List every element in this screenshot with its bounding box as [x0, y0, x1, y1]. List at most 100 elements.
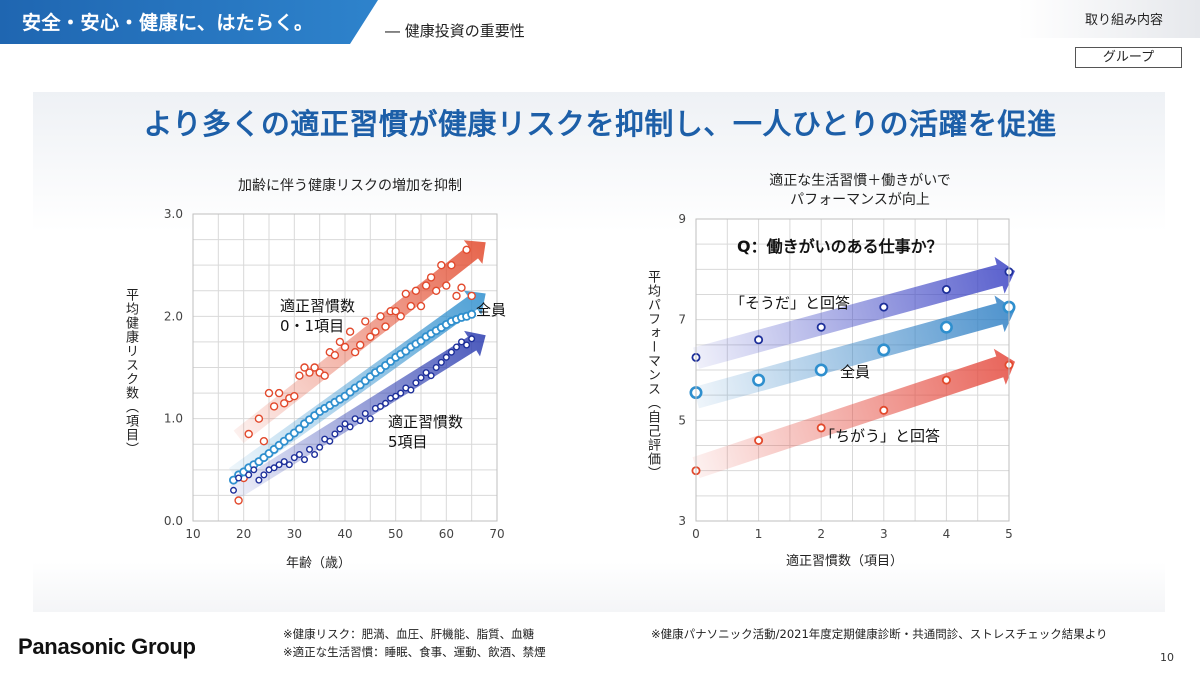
label-all-right: 全員: [840, 363, 871, 381]
left-chart-title: 加齢に伴う健康リスクの増加を抑制: [238, 178, 462, 194]
data-point-適正習慣数0・1項目: [254, 414, 264, 423]
data-point-全員: [752, 373, 766, 387]
data-point-適正習慣数5項目: [377, 402, 385, 410]
data-point-適正習慣数5項目: [311, 451, 319, 459]
data-point-適正習慣数5項目: [270, 464, 278, 472]
x-tick-label: 40: [337, 527, 352, 541]
right-chart: 0 1 2 3 4 5 3 5 7 9: [678, 212, 1016, 541]
data-point-適正習慣数5項目: [458, 338, 466, 346]
left-chart-xlabel: 年齢（歳）: [286, 556, 352, 571]
trend-arrow-全員: [693, 295, 1015, 409]
right-chart-xlabel: 適正習慣数（項目）: [786, 554, 904, 569]
y-tick-label: 9: [678, 212, 686, 226]
data-point-適正習慣数0・1項目: [356, 340, 365, 350]
x-tick-label: 30: [287, 527, 302, 541]
footnote-habits: ※適正な生活習慣：睡眠、食事、運動、飲酒、禁煙: [283, 645, 546, 659]
y-tick-label: 0.0: [164, 514, 183, 528]
data-point-適正習慣数0・1項目: [320, 371, 329, 380]
data-point-適正習慣数5項目: [417, 374, 425, 382]
data-point-適正習慣数0・1項目: [335, 337, 345, 347]
label-habits-0-1-line1: 適正習慣数: [280, 297, 356, 315]
data-point-適正習慣数5項目: [366, 415, 374, 423]
right-chart-ylabel: 平均パフォーマンス（自己評価）: [645, 270, 660, 480]
plot-frame: [695, 218, 1010, 522]
data-point-適正習慣数5項目: [306, 445, 314, 453]
data-point-適正習慣数0・1項目: [432, 286, 441, 295]
x-tick-label: 70: [489, 527, 504, 541]
data-point-適正習慣数5項目: [331, 430, 339, 438]
data-point-適正習慣数5項目: [397, 389, 405, 397]
data-point-適正習慣数0・1項目: [411, 286, 421, 295]
data-point-適正習慣数5項目: [453, 343, 461, 351]
footnote-source: ※健康パナソニック活動/2021年度定期健康診断・共通問診、ストレスチェック結果…: [651, 627, 1108, 641]
data-point-適正習慣数5項目: [301, 456, 309, 464]
data-point-適正習慣数5項目: [356, 417, 364, 425]
data-point-そうだと回答: [941, 284, 951, 294]
data-point-適正習慣数5項目: [437, 358, 445, 366]
data-point-全員: [939, 320, 953, 334]
data-point-適正習慣数0・1項目: [330, 351, 340, 360]
data-point-適正習慣数5項目: [336, 425, 344, 433]
y-tick-label: 2.0: [164, 309, 183, 323]
panasonic-group-logo: Panasonic Group: [18, 634, 196, 659]
x-tick-label: 1: [755, 527, 763, 541]
label-habits-5-line2: 5項目: [388, 433, 428, 451]
data-point-適正習慣数0・1項目: [376, 312, 385, 321]
plot-frame: [192, 213, 498, 522]
data-point-適正習慣数0・1項目: [442, 281, 451, 290]
header-corner-band: [1018, 0, 1200, 38]
data-point-適正習慣数5項目: [326, 437, 334, 445]
trend-arrow-ちがうと回答: [692, 348, 1015, 479]
data-point-適正習慣数5項目: [412, 379, 420, 387]
data-point-適正習慣数5項目: [463, 341, 471, 349]
left-chart-ylabel: 平均健康リスク数（項目）: [123, 288, 138, 456]
data-point-適正習慣数0・1項目: [366, 332, 375, 341]
data-point-適正習慣数0・1項目: [452, 291, 461, 301]
data-point-適正習慣数5項目: [275, 461, 283, 469]
data-point-適正習慣数0・1項目: [467, 291, 476, 301]
data-point-全員: [877, 343, 891, 357]
data-point-ちがうと回答: [941, 375, 951, 385]
data-point-適正習慣数0・1項目: [244, 429, 253, 439]
data-point-適正習慣数0・1項目: [310, 363, 319, 372]
data-point-適正習慣数5項目: [235, 474, 243, 482]
data-point-適正習慣数0・1項目: [234, 496, 243, 505]
data-point-適正習慣数5項目: [407, 386, 415, 394]
data-point-適正習慣数0・1項目: [416, 301, 426, 311]
y-tick-label: 3.0: [164, 207, 183, 221]
main-title: より多くの適正習慣が健康リスクを抑制し、一人ひとりの活躍を促進: [143, 107, 1057, 141]
data-point-適正習慣数0・1項目: [457, 283, 466, 292]
data-point-適正習慣数5項目: [250, 466, 258, 474]
data-point-適正習慣数0・1項目: [391, 307, 400, 316]
data-point-適正習慣数5項目: [468, 335, 476, 343]
data-point-適正習慣数5項目: [280, 458, 288, 466]
group-badge: グループ: [1075, 47, 1182, 68]
data-point-適正習慣数0・1項目: [381, 322, 390, 331]
data-point-適正習慣数5項目: [361, 410, 369, 418]
header-subtitle: ― 健康投資の重要性: [385, 22, 525, 40]
data-point-適正習慣数5項目: [427, 372, 435, 380]
data-point-適正習慣数0・1項目: [361, 317, 370, 326]
data-point-適正習慣数0・1項目: [280, 399, 289, 408]
data-point-適正習慣数0・1項目: [305, 368, 314, 377]
data-point-適正習慣数5項目: [260, 471, 268, 479]
data-point-適正習慣数0・1項目: [401, 289, 410, 298]
data-point-適正習慣数5項目: [255, 476, 263, 484]
data-point-適正習慣数5項目: [447, 348, 455, 356]
x-tick-label: 20: [236, 527, 251, 541]
data-point-全員: [467, 309, 477, 319]
data-point-適正習慣数5項目: [290, 454, 298, 462]
label-all-left: 全員: [476, 301, 507, 319]
right-chart-title-line1: 適正な生活習慣＋働きがいで: [769, 173, 951, 189]
data-point-適正習慣数0・1項目: [274, 388, 284, 398]
data-point-適正習慣数5項目: [432, 364, 440, 372]
data-point-適正習慣数5項目: [422, 369, 430, 377]
header-tagline: 安全・安心・健康に、はたらく。: [22, 12, 314, 34]
data-point-そうだと回答: [754, 335, 764, 345]
data-point-適正習慣数0・1項目: [371, 327, 380, 336]
data-point-適正習慣数5項目: [316, 443, 324, 451]
data-point-適正習慣数0・1項目: [462, 245, 471, 255]
data-point-適正習慣数0・1項目: [406, 301, 416, 311]
data-point-適正習慣数0・1項目: [300, 363, 309, 372]
x-tick-label: 10: [185, 527, 200, 541]
